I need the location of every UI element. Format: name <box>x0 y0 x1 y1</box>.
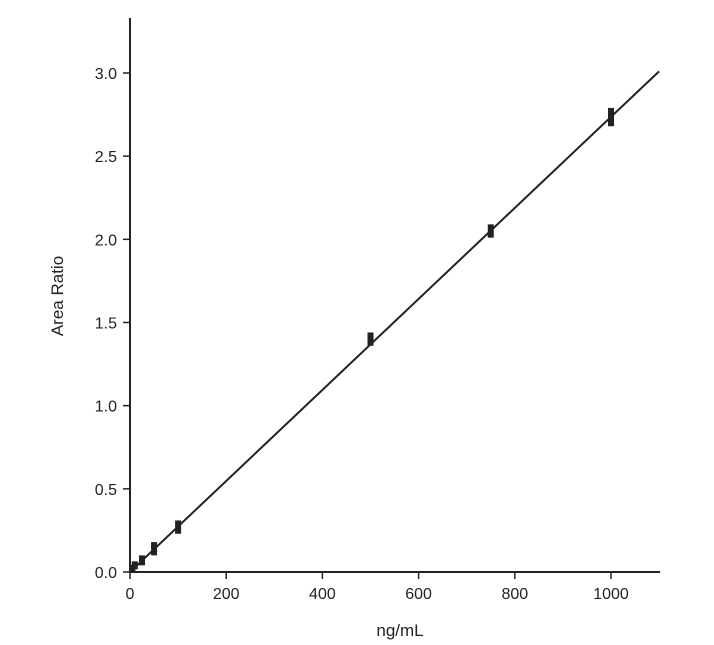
y-tick-label: 0.0 <box>95 565 117 582</box>
x-tick-label: 800 <box>501 586 528 603</box>
data-point <box>608 107 614 127</box>
x-axis-title: ng/mL <box>376 621 423 640</box>
x-tick-label: 0 <box>126 586 135 603</box>
x-tick-label: 600 <box>405 586 432 603</box>
data-point <box>487 224 494 238</box>
x-tick-label: 200 <box>213 586 240 603</box>
y-tick-label: 3.0 <box>95 66 117 83</box>
data-point <box>175 520 182 534</box>
y-tick-label: 1.5 <box>95 316 117 333</box>
data-points <box>129 107 614 573</box>
tick-labels: 0 200 400 600 800 1000 0.0 0.5 1.0 1.5 2.0 2.5 3.0 <box>95 66 629 603</box>
fit-line-group <box>129 70 660 573</box>
x-tick-label: 400 <box>309 586 336 603</box>
y-tick-label: 1.0 <box>95 399 117 416</box>
x-tick-label: 1000 <box>593 586 629 603</box>
data-point <box>367 332 374 346</box>
y-tick-label: 2.5 <box>95 149 117 166</box>
y-axis-title: Area Ratio <box>48 256 67 336</box>
data-point <box>131 561 138 570</box>
fit-line <box>129 70 660 573</box>
data-point <box>151 542 158 556</box>
y-tick-label: 2.0 <box>95 232 117 249</box>
y-tick-label: 0.5 <box>95 482 117 499</box>
axes <box>123 18 660 579</box>
data-point <box>139 555 146 566</box>
